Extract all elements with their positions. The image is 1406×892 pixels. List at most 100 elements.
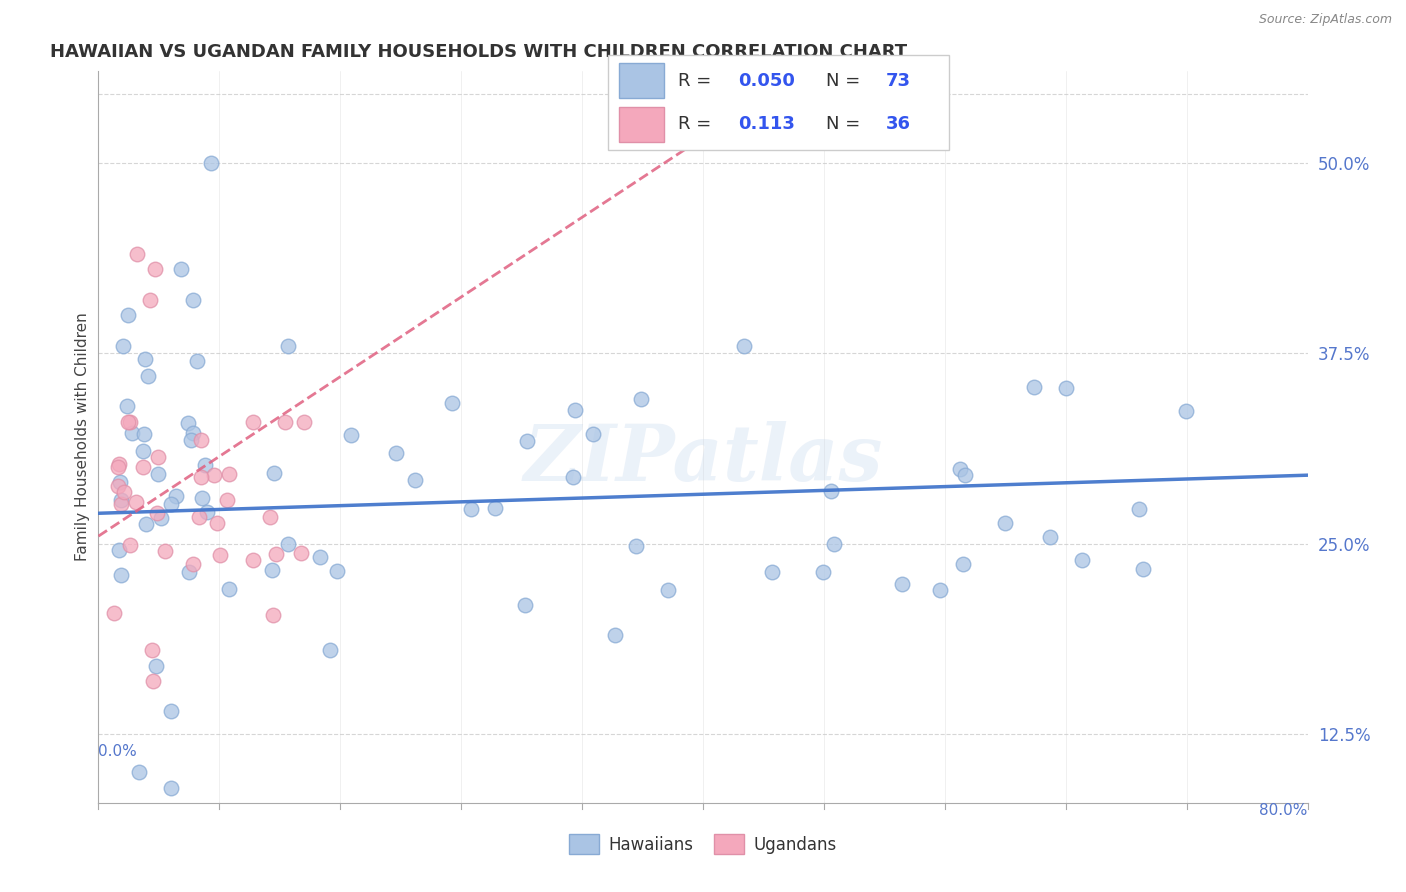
Text: 0.0%: 0.0% <box>98 744 138 759</box>
Point <box>823 536 845 550</box>
Point <box>582 427 605 442</box>
Point <box>1132 562 1154 576</box>
Y-axis label: Family Households with Children: Family Households with Children <box>75 313 90 561</box>
Point <box>108 457 131 471</box>
Point <box>264 547 287 561</box>
Point <box>120 415 142 429</box>
Point <box>145 658 167 673</box>
Point <box>1039 530 1062 544</box>
Point <box>135 516 157 531</box>
Point <box>170 262 193 277</box>
Point <box>242 415 264 429</box>
Point <box>160 780 183 795</box>
Point <box>928 583 950 598</box>
Point <box>811 565 834 579</box>
Point <box>159 705 181 719</box>
Point <box>121 426 143 441</box>
Point <box>110 492 132 507</box>
Point <box>110 498 132 512</box>
Point <box>277 537 299 551</box>
Point <box>1175 404 1198 418</box>
Point <box>136 369 159 384</box>
Point <box>107 459 129 474</box>
Point <box>128 765 150 780</box>
Point <box>218 582 240 597</box>
Point <box>190 434 212 448</box>
Point <box>259 510 281 524</box>
Point <box>1128 502 1150 516</box>
FancyBboxPatch shape <box>609 55 949 150</box>
Point <box>180 433 202 447</box>
Point <box>195 505 218 519</box>
Bar <box>619 63 664 98</box>
Point <box>1070 553 1092 567</box>
Point <box>441 396 464 410</box>
Point <box>1056 381 1078 395</box>
Point <box>142 673 165 688</box>
Point <box>657 582 679 597</box>
Text: R =: R = <box>678 115 717 133</box>
Point <box>118 537 141 551</box>
Point <box>733 339 755 353</box>
Point <box>326 564 349 578</box>
Point <box>384 446 406 460</box>
Text: 73: 73 <box>886 71 911 89</box>
Point <box>209 548 232 562</box>
Legend: Hawaiians, Ugandans: Hawaiians, Ugandans <box>562 828 844 860</box>
Point <box>262 562 284 576</box>
Text: N =: N = <box>827 115 866 133</box>
Point <box>117 415 139 429</box>
Point <box>145 506 167 520</box>
Point <box>761 565 783 579</box>
Bar <box>619 108 664 142</box>
Point <box>177 416 200 430</box>
Point <box>179 565 201 579</box>
Text: 0.113: 0.113 <box>738 115 794 133</box>
Point <box>115 399 138 413</box>
Point <box>630 392 652 407</box>
Point <box>891 577 914 591</box>
Text: 80.0%: 80.0% <box>1260 803 1308 818</box>
Point <box>202 467 225 482</box>
Point <box>949 461 972 475</box>
Point <box>200 156 222 170</box>
Point <box>181 425 204 440</box>
Point <box>242 553 264 567</box>
Point <box>205 516 228 530</box>
Point <box>108 475 131 490</box>
Point <box>217 492 239 507</box>
Point <box>181 557 204 571</box>
Point <box>165 489 187 503</box>
Point <box>186 354 208 368</box>
Text: R =: R = <box>678 71 717 89</box>
Point <box>274 415 297 429</box>
Text: HAWAIIAN VS UGANDAN FAMILY HOUSEHOLDS WITH CHILDREN CORRELATION CHART: HAWAIIAN VS UGANDAN FAMILY HOUSEHOLDS WI… <box>51 44 907 62</box>
Point <box>181 293 204 307</box>
Point <box>994 516 1017 530</box>
Point <box>132 459 155 474</box>
Point <box>190 469 212 483</box>
Point <box>139 293 162 307</box>
Point <box>194 458 217 472</box>
Point <box>125 495 148 509</box>
Point <box>191 491 214 505</box>
Point <box>290 546 312 560</box>
Point <box>564 402 586 417</box>
Point <box>1024 380 1046 394</box>
Text: Source: ZipAtlas.com: Source: ZipAtlas.com <box>1258 13 1392 27</box>
Point <box>143 262 166 277</box>
Point <box>516 434 538 449</box>
Point <box>218 467 240 482</box>
Point <box>148 450 170 465</box>
Point <box>318 643 340 657</box>
Point <box>107 479 129 493</box>
Text: ZIPatlas: ZIPatlas <box>523 421 883 497</box>
Text: N =: N = <box>827 71 866 89</box>
Point <box>112 484 135 499</box>
Point <box>603 628 626 642</box>
Point <box>141 643 163 657</box>
Point <box>110 568 132 582</box>
Point <box>153 544 176 558</box>
Point <box>117 308 139 322</box>
Point <box>262 608 284 623</box>
